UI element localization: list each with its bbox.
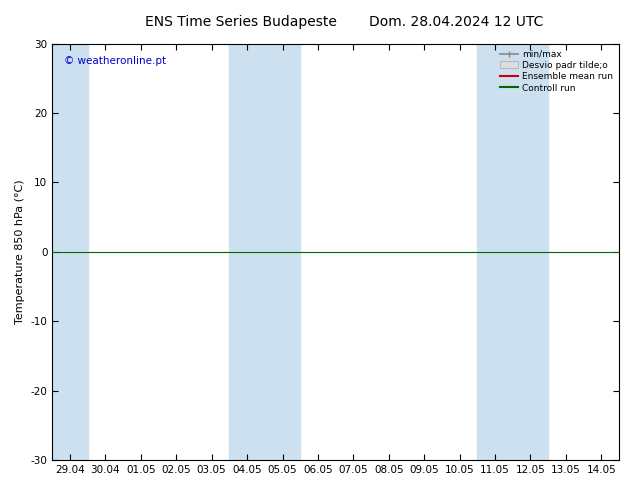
Text: Dom. 28.04.2024 12 UTC: Dom. 28.04.2024 12 UTC — [369, 15, 544, 29]
Bar — [477, 44, 548, 460]
Bar — [52, 44, 87, 460]
Legend: min/max, Desvio padr tilde;o, Ensemble mean run, Controll run: min/max, Desvio padr tilde;o, Ensemble m… — [498, 48, 614, 95]
Y-axis label: Temperature 850 hPa (°C): Temperature 850 hPa (°C) — [15, 179, 25, 324]
Text: © weatheronline.pt: © weatheronline.pt — [63, 56, 165, 66]
Text: ENS Time Series Budapeste: ENS Time Series Budapeste — [145, 15, 337, 29]
Bar — [230, 44, 301, 460]
